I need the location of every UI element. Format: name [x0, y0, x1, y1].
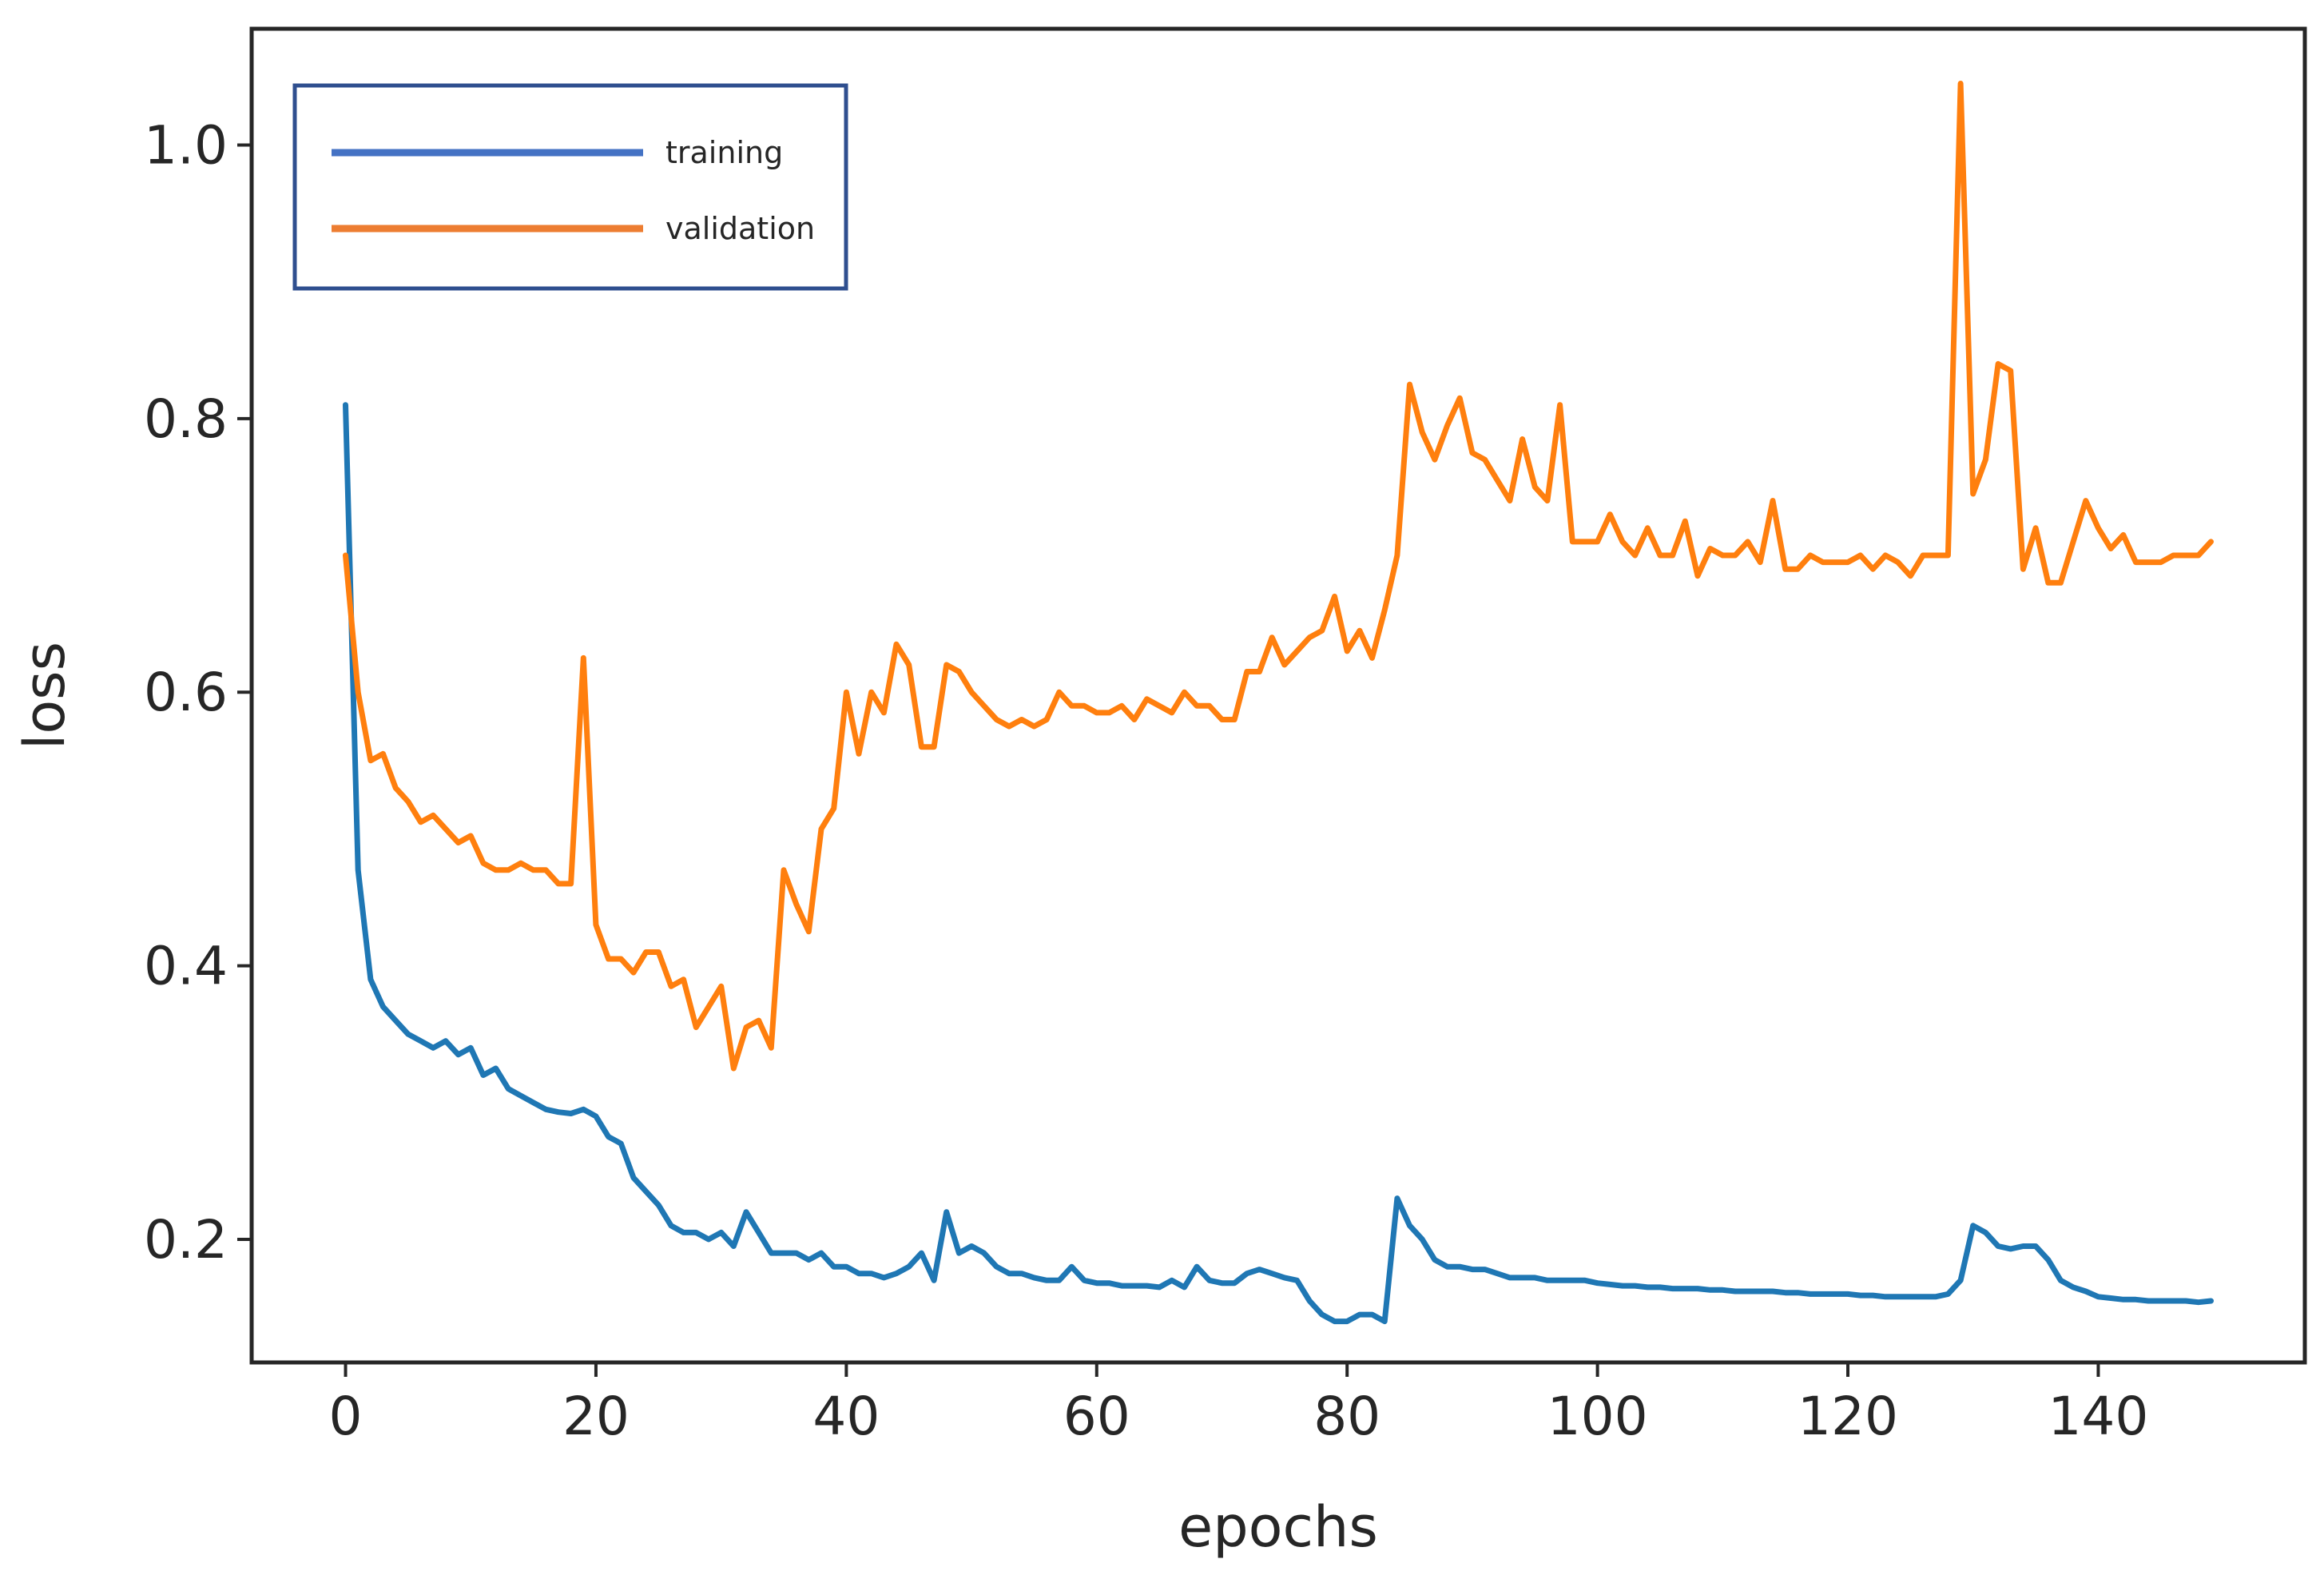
x-axis-label: epochs [1178, 1494, 1378, 1560]
y-tick-label: 0.2 [144, 1209, 228, 1271]
series-line-validation [343, 81, 2214, 1072]
y-tick-label: 0.6 [144, 662, 228, 723]
x-tick-label: 140 [2048, 1386, 2148, 1447]
legend-label-validation: validation [665, 211, 815, 246]
x-tick-label: 20 [562, 1386, 630, 1447]
y-tick-label: 0.8 [144, 388, 228, 450]
series-line-training [343, 402, 2214, 1325]
y-tick-label: 0.4 [144, 936, 228, 997]
x-tick-label: 100 [1547, 1386, 1648, 1447]
x-tick-label: 80 [1313, 1386, 1380, 1447]
x-tick-label: 0 [329, 1386, 363, 1447]
x-axis: 0 20 40 60 80 100 120 140 [329, 1362, 2148, 1447]
legend-label-training: training [665, 135, 783, 170]
y-tick-label: 1.0 [144, 115, 228, 177]
y-axis-label: loss [12, 642, 77, 750]
x-tick-label: 120 [1798, 1386, 1898, 1447]
y-axis: 0.2 0.4 0.6 0.8 1.0 [144, 115, 252, 1271]
series-layer [343, 81, 2214, 1325]
x-tick-label: 60 [1063, 1386, 1130, 1447]
x-tick-label: 40 [812, 1386, 880, 1447]
legend-box [292, 83, 848, 291]
legend: training validation [292, 83, 848, 291]
plot-frame [249, 26, 2307, 1365]
